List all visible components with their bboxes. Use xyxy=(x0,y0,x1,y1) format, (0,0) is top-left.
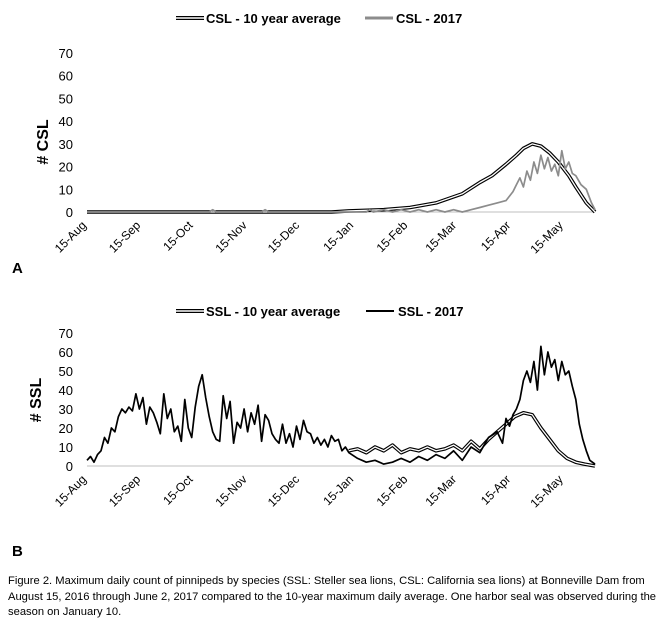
panel-label-a: A xyxy=(12,260,23,277)
figure-caption: Figure 2. Maximum daily count of pinnipe… xyxy=(8,575,657,618)
series-line-b-2017 xyxy=(86,345,596,465)
x-tick-label-b: 15-Mar xyxy=(422,472,459,509)
series-line-b-avg-outer xyxy=(348,411,596,468)
x-tick-label-a: 15-Jan xyxy=(320,218,356,254)
legend-a-label-avg: CSL - 10 year average xyxy=(206,11,341,26)
y-tick-label-a: 50 xyxy=(59,91,73,106)
x-tick-label-b: 15-Jan xyxy=(320,472,356,508)
series-line-a-2017 xyxy=(87,149,596,213)
y-tick-label-a: 20 xyxy=(59,160,73,175)
y-tick-label-b: 40 xyxy=(59,383,73,398)
x-tick-label-b: 15-Dec xyxy=(265,472,302,509)
x-tick-label-b: 15-Apr xyxy=(478,472,513,507)
y-tick-label-a: 30 xyxy=(59,137,73,152)
y-tick-label-b: 20 xyxy=(59,421,73,436)
y-axis-label-a: # CSL xyxy=(35,119,52,165)
y-tick-label-b: 30 xyxy=(59,402,73,417)
y-tick-label-a: 0 xyxy=(66,205,73,220)
x-tick-label-b: 15-Nov xyxy=(212,472,249,509)
panel-label-b: B xyxy=(12,543,23,560)
legend-a: CSL - 10 year average CSL - 2017 xyxy=(176,11,462,26)
x-tick-label-a: 15-Nov xyxy=(212,218,249,255)
x-tick-label-a: 15-Oct xyxy=(160,218,196,254)
x-tick-label-b: 15-Oct xyxy=(160,472,196,508)
x-tick-label-a: 15-Apr xyxy=(478,218,513,253)
y-tick-label-a: 40 xyxy=(59,114,73,129)
x-tick-label-b: 15-Aug xyxy=(52,472,89,509)
y-tick-label-b: 50 xyxy=(59,364,73,379)
x-tick-label-a: 15-Mar xyxy=(422,218,459,255)
x-tick-label-a: 15-Feb xyxy=(374,218,411,255)
y-tick-label-b: 70 xyxy=(59,326,73,341)
series-line-b-avg-inner xyxy=(348,412,596,467)
legend-a-label-2017: CSL - 2017 xyxy=(396,11,462,26)
y-tick-label-a: 10 xyxy=(59,182,73,197)
chart-a: CSL - 10 year average CSL - 2017 # CSL A… xyxy=(12,11,597,277)
y-tick-label-a: 70 xyxy=(59,46,73,61)
y-tick-label-b: 10 xyxy=(59,440,73,455)
x-tick-label-a: 15-Aug xyxy=(52,218,89,255)
y-tick-label-b: 0 xyxy=(66,459,73,474)
x-tick-label-b: 15-May xyxy=(528,472,566,510)
legend-b-label-avg: SSL - 10 year average xyxy=(206,304,340,319)
x-tick-label-a: 15-Sep xyxy=(106,218,143,255)
x-tick-label-b: 15-Sep xyxy=(106,472,143,509)
chart-b: SSL - 10 year average SSL - 2017 # SSL B… xyxy=(12,304,596,560)
x-tick-label-b: 15-Feb xyxy=(374,472,411,509)
x-tick-label-a: 15-Dec xyxy=(265,218,302,255)
legend-b: SSL - 10 year average SSL - 2017 xyxy=(176,304,464,319)
x-tick-label-a: 15-May xyxy=(528,218,566,256)
y-tick-label-b: 60 xyxy=(59,345,73,360)
series-line-a-avg-outer xyxy=(87,142,597,214)
legend-b-label-2017: SSL - 2017 xyxy=(398,304,464,319)
y-tick-label-a: 60 xyxy=(59,69,73,84)
y-axis-label-b: # SSL xyxy=(28,378,45,423)
